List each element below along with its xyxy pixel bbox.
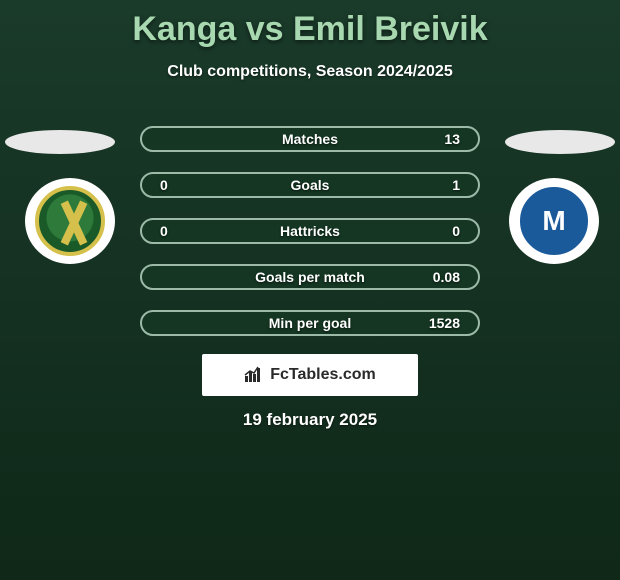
stat-row-matches: Matches 13 [140,126,480,152]
branding-text: FcTables.com [270,366,376,384]
stat-right-value: 0.08 [430,269,460,285]
right-team-crest: M [517,184,591,258]
stats-container: Matches 13 0 Goals 1 0 Hattricks 0 Goals… [140,126,480,356]
date-text: 19 february 2025 [243,410,377,430]
stat-right-value: 1528 [429,315,460,331]
stat-left-value: 0 [160,223,190,239]
page-title: Kanga vs Emil Breivik [0,0,620,49]
stat-row-goals: 0 Goals 1 [140,172,480,198]
right-team-logo: M [509,178,599,264]
left-ellipse-shadow [5,130,115,154]
stat-label: Matches [282,131,338,147]
branding-badge: FcTables.com [202,354,418,396]
stat-label: Hattricks [280,223,340,239]
right-crest-letter: M [542,205,565,237]
bar-chart-icon [244,366,264,384]
stat-right-value: 13 [430,131,460,147]
stat-row-goals-per-match: Goals per match 0.08 [140,264,480,290]
right-ellipse-shadow [505,130,615,154]
left-team-crest [35,186,105,256]
stat-label: Min per goal [269,315,351,331]
stat-label: Goals per match [255,269,365,285]
stat-right-value: 0 [430,223,460,239]
left-team-logo [25,178,115,264]
stat-label: Goals [291,177,330,193]
stat-left-value: 0 [160,177,190,193]
stat-right-value: 1 [430,177,460,193]
subtitle: Club competitions, Season 2024/2025 [0,63,620,81]
stat-row-min-per-goal: Min per goal 1528 [140,310,480,336]
stat-row-hattricks: 0 Hattricks 0 [140,218,480,244]
